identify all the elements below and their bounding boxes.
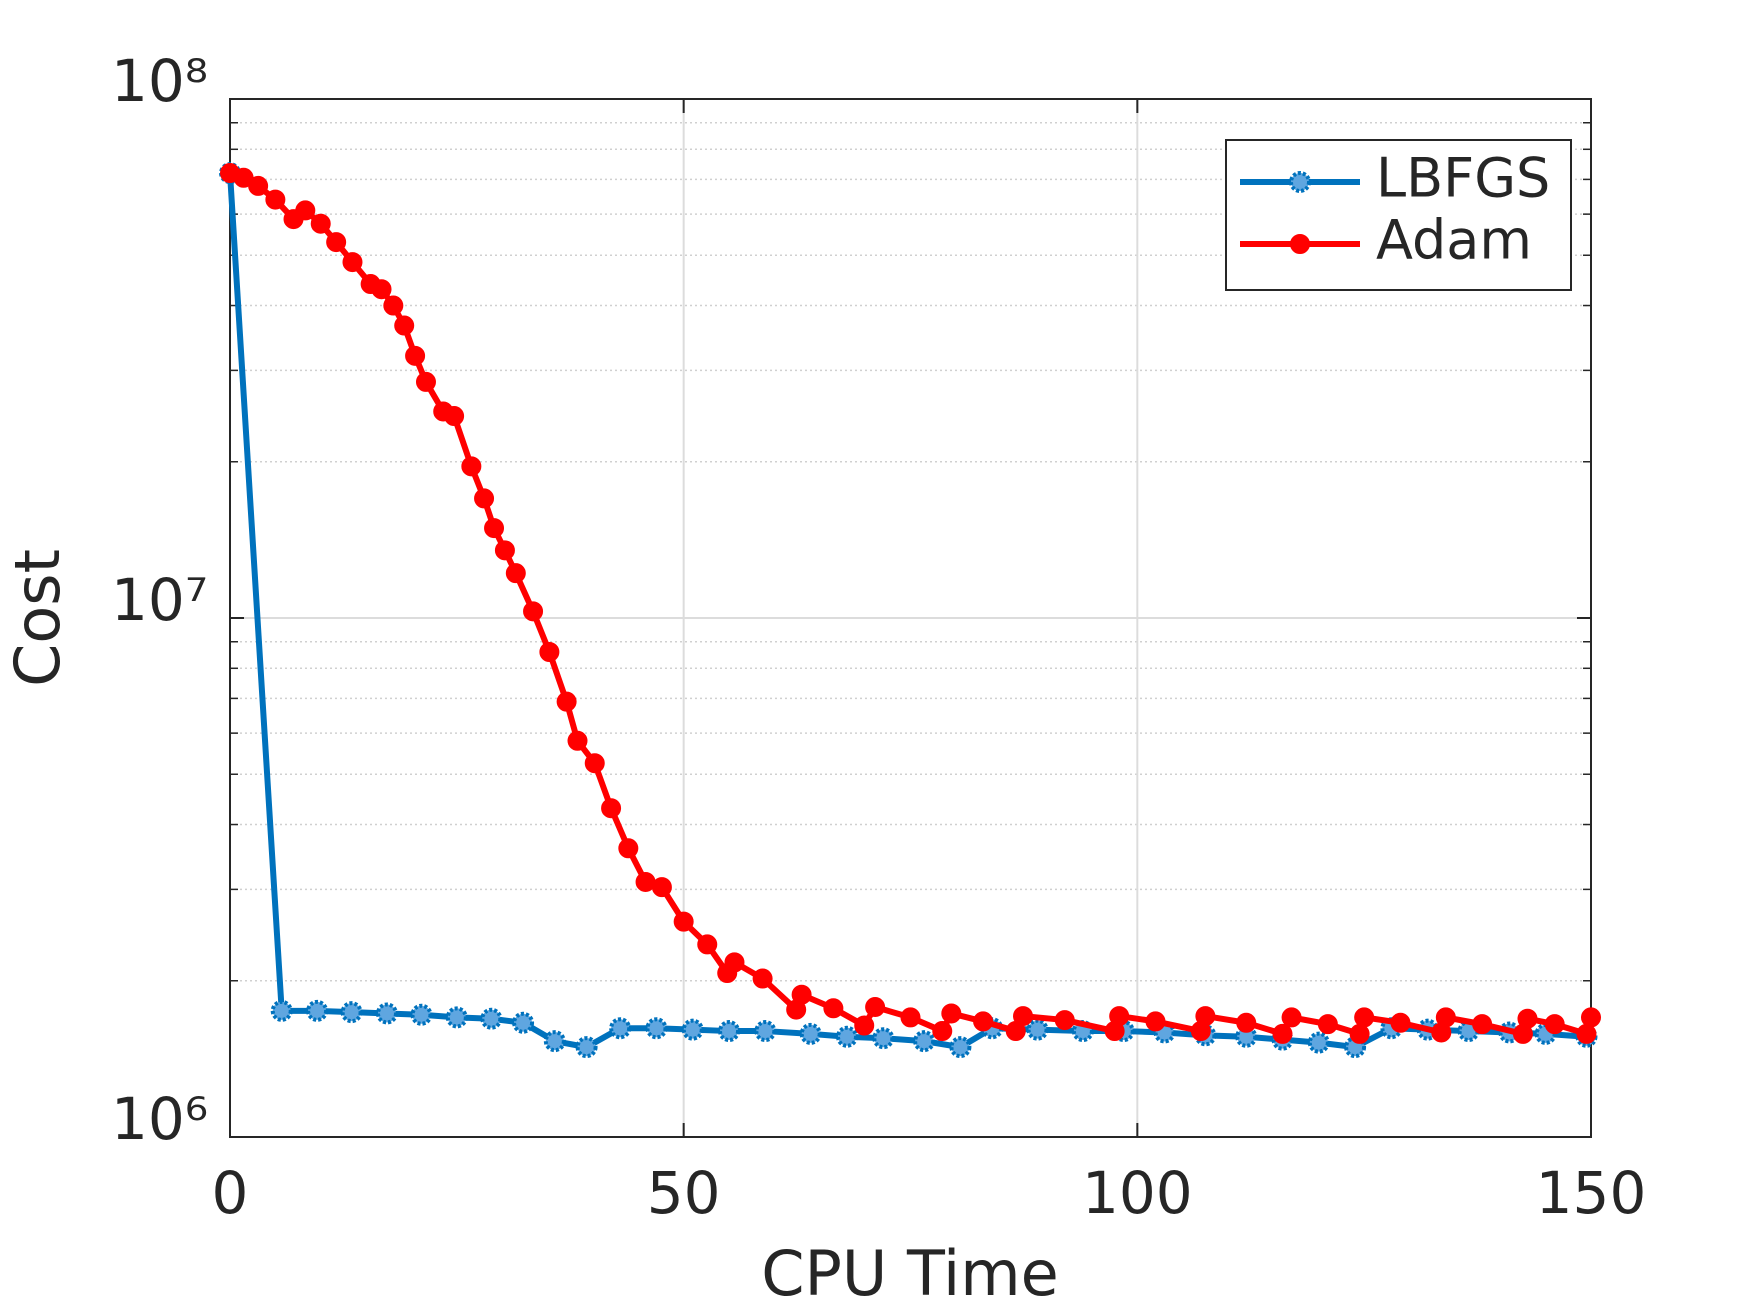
data-point — [1354, 1007, 1375, 1028]
data-point — [645, 1017, 668, 1040]
data-point — [1390, 1012, 1411, 1033]
data-point — [405, 345, 426, 366]
data-point — [1195, 1006, 1216, 1027]
y-axis-label: Cost — [1, 549, 74, 687]
data-point — [618, 838, 639, 859]
data-point — [1026, 1018, 1049, 1041]
data-point — [248, 175, 269, 196]
legend-marker — [1289, 171, 1311, 193]
x-tick-label: 100 — [1082, 1159, 1193, 1227]
data-point — [752, 968, 773, 989]
data-point — [326, 232, 347, 253]
data-point — [900, 1007, 921, 1028]
y-tick-label: 10⁶ — [111, 1085, 208, 1153]
data-point — [523, 601, 544, 622]
data-point — [265, 189, 286, 210]
data-point — [1544, 1014, 1565, 1035]
x-axis-label: CPU Time — [761, 1237, 1059, 1310]
data-point — [1013, 1006, 1034, 1027]
data-point — [575, 1036, 598, 1059]
y-tick-label: 10⁷ — [111, 566, 208, 634]
data-point — [941, 1003, 962, 1024]
data-point — [556, 691, 577, 712]
data-point — [673, 911, 694, 932]
data-point — [461, 456, 482, 477]
data-point — [1236, 1012, 1257, 1033]
data-point — [480, 1007, 503, 1030]
data-point — [505, 563, 526, 584]
data-point — [474, 488, 495, 509]
data-point — [754, 1020, 777, 1043]
data-point — [697, 934, 718, 955]
data-point — [494, 540, 515, 561]
data-point — [651, 877, 672, 898]
data-point — [371, 279, 392, 300]
legend-label: Adam — [1376, 209, 1532, 272]
data-point — [949, 1036, 972, 1059]
data-point — [394, 315, 415, 336]
data-point — [1109, 1006, 1130, 1027]
data-point — [1054, 1010, 1075, 1031]
data-point — [865, 997, 886, 1018]
data-point — [835, 1025, 858, 1048]
data-point — [718, 1020, 741, 1043]
data-point — [1145, 1011, 1166, 1032]
data-point — [306, 999, 329, 1022]
data-point — [799, 1022, 822, 1045]
x-tick-label: 0 — [212, 1159, 249, 1227]
data-point — [340, 1001, 363, 1024]
data-point — [415, 371, 436, 392]
axes-box — [229, 98, 1592, 1138]
data-point — [444, 406, 465, 427]
legend-label: LBFGS — [1376, 147, 1550, 210]
data-point — [854, 1015, 875, 1036]
data-point — [872, 1027, 895, 1050]
data-point — [1435, 1007, 1456, 1028]
data-point — [270, 999, 293, 1022]
data-point — [1317, 1014, 1338, 1035]
data-point — [913, 1030, 936, 1053]
data-point — [601, 798, 622, 819]
data-point — [445, 1006, 468, 1029]
data-point — [635, 871, 656, 892]
data-point — [310, 213, 331, 234]
data-point — [295, 200, 316, 221]
x-tick-label: 50 — [647, 1159, 721, 1227]
data-point — [410, 1003, 433, 1026]
data-point — [484, 518, 505, 539]
data-point — [512, 1011, 535, 1034]
data-point — [1272, 1023, 1293, 1044]
data-point — [791, 984, 812, 1005]
data-point — [1349, 1023, 1370, 1044]
data-point — [342, 252, 363, 273]
data-point — [932, 1021, 953, 1042]
data-point — [567, 730, 588, 751]
data-point — [375, 1002, 398, 1025]
legend-box — [1225, 139, 1572, 291]
data-point — [383, 295, 404, 316]
data-point — [823, 998, 844, 1019]
x-tick-label: 150 — [1536, 1159, 1647, 1227]
legend-marker — [1290, 234, 1310, 254]
data-point — [543, 1030, 566, 1053]
data-point — [584, 753, 605, 774]
data-point — [1576, 1023, 1597, 1044]
data-point — [539, 641, 560, 662]
data-point — [973, 1011, 994, 1032]
y-tick-label: 10⁸ — [111, 47, 208, 115]
data-point — [1581, 1007, 1601, 1028]
data-point — [681, 1018, 704, 1041]
data-point — [609, 1017, 632, 1040]
data-point — [1472, 1014, 1493, 1035]
data-point — [724, 952, 745, 973]
data-point — [1281, 1007, 1302, 1028]
data-point — [1307, 1031, 1330, 1054]
data-point — [1517, 1008, 1538, 1029]
